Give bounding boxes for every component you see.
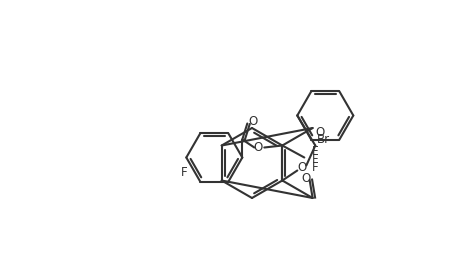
Text: O: O [254,141,263,154]
Text: Br: Br [317,133,330,146]
Text: F: F [312,161,319,174]
Text: F: F [181,165,188,178]
Text: O: O [301,172,310,184]
Text: F: F [312,145,319,158]
Text: O: O [249,115,258,128]
Text: O: O [298,161,307,174]
Text: F: F [312,153,319,166]
Text: O: O [316,125,325,138]
